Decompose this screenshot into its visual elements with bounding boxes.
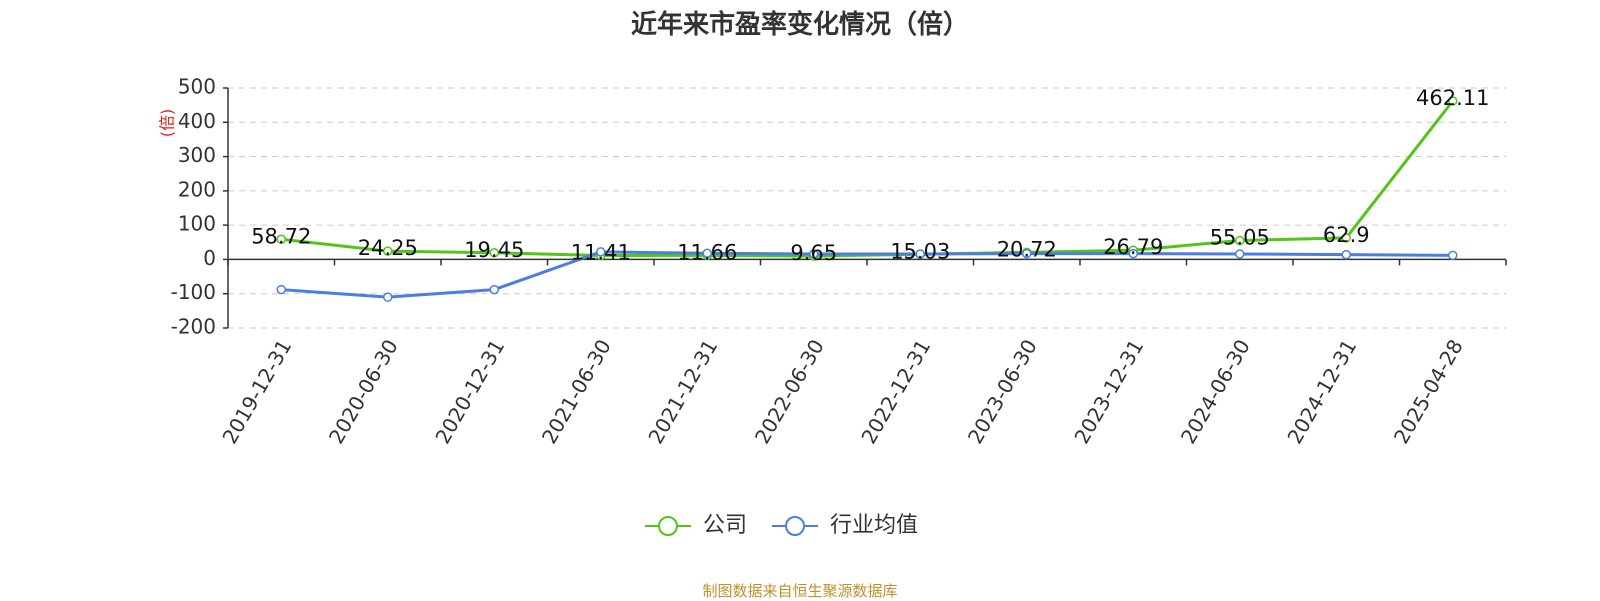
series-1-point: [915, 249, 925, 259]
data-label: 15.03: [890, 239, 950, 263]
series-0-point: [1235, 235, 1245, 246]
legend[interactable]: 公司 行业均值: [645, 513, 918, 538]
x-tick-label: 2025-04-28: [1389, 335, 1468, 448]
x-tick-label: 2023-06-30: [963, 335, 1042, 448]
grid-lines: [228, 87, 1506, 329]
y-axis-label: (倍): [158, 109, 177, 138]
series-1-point: [1128, 248, 1138, 259]
data-label: 11.66: [677, 240, 737, 264]
x-tick-label: 2020-06-30: [324, 335, 403, 448]
y-tick-label: -200: [171, 315, 216, 339]
x-tick-label: 2022-12-31: [856, 335, 935, 448]
series-1-point: [809, 249, 819, 259]
legend-label: 行业均值: [830, 513, 918, 538]
y-tick-label: 100: [178, 212, 216, 236]
y-tick-label: -100: [171, 280, 216, 304]
x-tick-label: 2019-12-31: [217, 335, 296, 448]
y-tick-label: 400: [178, 109, 216, 133]
data-label: 19.45: [464, 238, 524, 262]
x-tick-label: 2021-12-31: [643, 335, 722, 448]
series-1-point: [1235, 249, 1245, 259]
series-0-point: [489, 248, 499, 258]
series-1-point: [1341, 249, 1351, 260]
x-tick-label: 2024-12-31: [1282, 335, 1361, 448]
series-1-point: [489, 284, 499, 295]
series-1-point: [1448, 250, 1458, 261]
x-tick-label: 2020-12-31: [430, 335, 509, 448]
series-1-point: [596, 247, 606, 257]
series-1-point: [702, 248, 712, 259]
data-label: 20.72: [997, 237, 1057, 261]
x-tick-label: 2022-06-30: [750, 335, 829, 448]
data-label: 9.65: [790, 241, 837, 265]
series-0-point: [276, 234, 286, 245]
legend-label: 公司: [703, 513, 747, 538]
series-0-point: [383, 246, 393, 256]
data-label: 11.41: [571, 241, 631, 265]
data-label: 58.72: [251, 224, 311, 248]
series-1-point: [1022, 248, 1032, 259]
series-line-1: [281, 250, 1453, 299]
series-1-point: [383, 292, 393, 302]
legend-item-0[interactable]: 公司: [645, 513, 747, 538]
chart-title: 近年来市盈率变化情况（倍）: [630, 10, 969, 40]
y-tick-label: 500: [178, 75, 216, 99]
legend-marker: [785, 516, 805, 536]
x-tick-label: 2021-06-30: [537, 335, 616, 448]
data-labels: 58.72 24.25 19.45 11.41 11.66 9.65 15.03 20.72 2…: [251, 86, 1489, 265]
data-label: 26.79: [1103, 235, 1163, 259]
series-1-point: [276, 284, 286, 295]
legend-marker: [658, 516, 678, 536]
y-tick-label: 300: [178, 143, 216, 167]
data-label: 462.11: [1416, 86, 1489, 110]
series-line-0: [281, 100, 1454, 258]
series-lines: [276, 96, 1458, 302]
data-label: 24.25: [358, 236, 418, 260]
x-tick-label: 2023-12-31: [1069, 335, 1148, 448]
x-tick-label: 2024-06-30: [1176, 335, 1255, 448]
data-label: 62.9: [1323, 223, 1370, 247]
data-label: 55.05: [1210, 226, 1270, 250]
legend-item-1[interactable]: 行业均值: [772, 513, 918, 538]
series-0-point: [1448, 96, 1458, 106]
y-tick-label: 200: [178, 177, 216, 201]
source-note: 制图数据来自恒生聚源数据库: [702, 582, 898, 600]
series-0-point: [1341, 233, 1351, 243]
y-tick-label: 0: [203, 246, 216, 270]
